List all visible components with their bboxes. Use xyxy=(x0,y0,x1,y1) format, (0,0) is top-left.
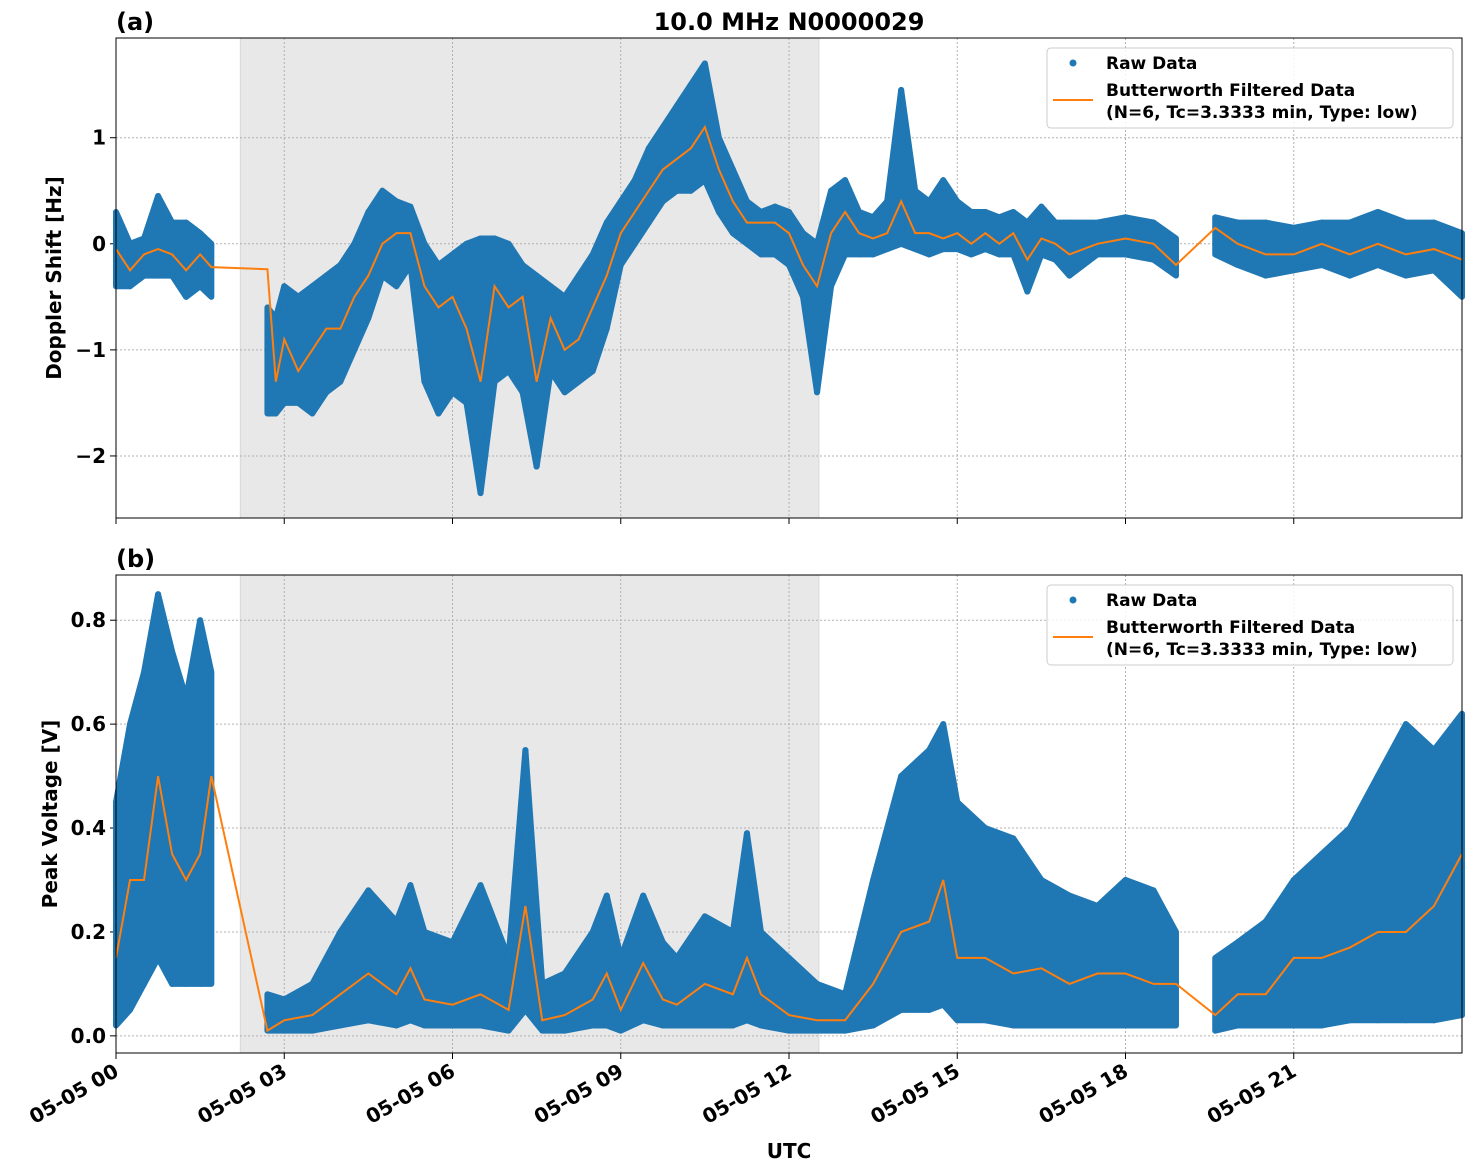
y-tick-label: 0.2 xyxy=(71,920,106,944)
raw-data-band xyxy=(1262,876,1297,1029)
legend-filtered-label: Butterworth Filtered Data xyxy=(1106,618,1355,638)
legend-filtered-label: Butterworth Filtered Data xyxy=(1106,81,1355,101)
x-tick-label: 05-05 15 xyxy=(866,1059,964,1129)
raw-data-band xyxy=(1290,851,1325,1029)
filtered-data-line xyxy=(115,775,1463,1033)
raw-data-band xyxy=(1212,939,1241,1034)
y-tick-label: 0.0 xyxy=(71,1024,106,1048)
y-tick-label: 0 xyxy=(92,232,106,256)
chart-title: 10.0 MHz N0000029 xyxy=(654,8,925,36)
raw-data-band xyxy=(870,773,905,1029)
raw-data-band xyxy=(1150,887,1179,1029)
raw-data-band xyxy=(1094,876,1129,1029)
x-tick-label: 05-05 03 xyxy=(193,1059,291,1129)
y-tick-label: 0.6 xyxy=(71,712,106,736)
raw-data-band xyxy=(1346,208,1381,279)
legend-filtered-params: (N=6, Tc=3.3333 min, Type: low) xyxy=(1106,103,1418,123)
y-tick-label: −1 xyxy=(75,338,106,362)
y-axis-label: Doppler Shift [Hz] xyxy=(42,176,66,380)
x-tick-label: 05-05 18 xyxy=(1034,1059,1132,1129)
raw-data-band xyxy=(982,825,1017,1029)
raw-data-band xyxy=(1038,876,1073,1029)
legend-raw-label: Raw Data xyxy=(1106,54,1197,74)
raw-data-band xyxy=(701,913,736,1029)
legend-raw-marker xyxy=(1069,59,1077,67)
y-tick-label: 0.4 xyxy=(71,816,106,840)
raw-data-band xyxy=(954,799,989,1024)
raw-data-band xyxy=(1234,918,1269,1029)
raw-data-band xyxy=(197,617,215,987)
raw-data-band xyxy=(1094,214,1129,258)
raw-data-band xyxy=(1374,208,1409,279)
raw-data-band xyxy=(197,230,215,300)
x-tick-label: 05-05 06 xyxy=(361,1059,459,1129)
y-tick-label: 0.8 xyxy=(71,608,106,632)
raw-data-band xyxy=(421,928,456,1029)
y-tick-label: 1 xyxy=(92,126,106,150)
raw-data-band xyxy=(1262,219,1297,279)
raw-data-band xyxy=(539,970,568,1034)
raw-data-band xyxy=(842,876,877,1034)
panel-a: 1 0 −1 −2 (a) 10.0 MHz N0000029 Doppler Shift … xyxy=(42,8,1465,524)
raw-data-band xyxy=(1374,721,1409,1024)
y-axis-label: Peak Voltage [V] xyxy=(38,720,62,909)
legend-raw-label: Raw Data xyxy=(1106,591,1197,611)
x-tick-label: 05-05 21 xyxy=(1203,1059,1301,1129)
panel-b: 0.8 0.6 0.4 0.2 0.0 (b) Peak Voltage [V] Raw Da… xyxy=(25,545,1465,1163)
legend-box xyxy=(1046,47,1454,129)
raw-data-band xyxy=(814,980,849,1034)
raw-data-band xyxy=(1122,876,1157,1029)
filtered-data-line xyxy=(115,124,1463,382)
x-axis-label: UTC xyxy=(767,1139,812,1163)
raw-data-band xyxy=(1346,773,1381,1024)
raw-data-band xyxy=(1430,710,1465,1024)
legend-box xyxy=(1046,584,1454,666)
x-tick-label: 05-05 12 xyxy=(698,1059,796,1129)
legend-raw-marker xyxy=(1069,596,1077,604)
raw-data-band xyxy=(1402,721,1437,1024)
x-tick-label: 05-05 09 xyxy=(530,1059,628,1129)
panel-label: (a) xyxy=(116,8,154,36)
x-tick-label: 05-05 00 xyxy=(25,1059,123,1129)
panel-label: (b) xyxy=(116,545,155,573)
raw-data-band xyxy=(898,747,933,1013)
raw-data-band xyxy=(1318,825,1353,1029)
y-tick-label: −2 xyxy=(75,444,106,468)
legend: Raw Data Butterworth Filtered Data(N=6, T… xyxy=(1046,584,1454,666)
axes-frame xyxy=(115,574,1463,1054)
legend: Raw Data Butterworth Filtered Data(N=6, T… xyxy=(1046,47,1454,129)
axes-frame xyxy=(115,37,1463,519)
legend-filtered-params: (N=6, Tc=3.3333 min, Type: low) xyxy=(1106,640,1418,660)
raw-data-band xyxy=(1430,219,1465,300)
raw-data-band xyxy=(1066,892,1101,1029)
raw-data-band xyxy=(1010,835,1045,1029)
raw-data-band xyxy=(1150,219,1179,279)
